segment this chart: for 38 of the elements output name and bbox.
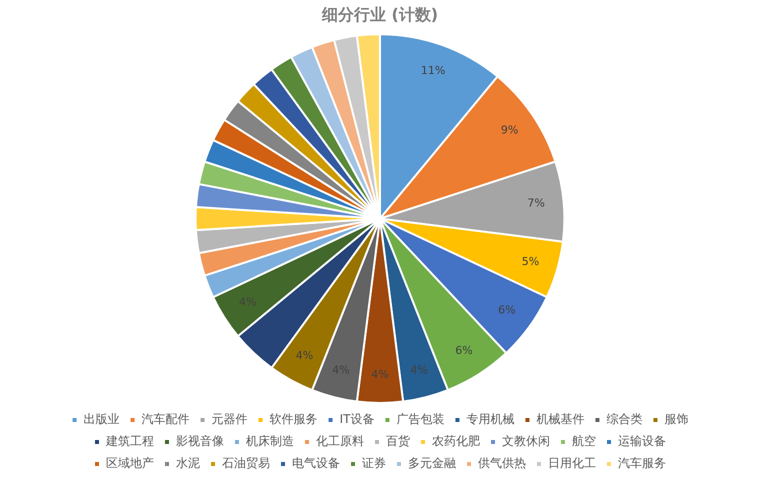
legend-label: 农药化肥 [432,434,480,448]
legend-label: 软件服务 [270,412,318,426]
legend-label: 影视音像 [176,434,224,448]
data-label: 7% [527,196,545,210]
legend-label: IT设备 [340,412,374,426]
legend-label: 航空 [572,434,596,448]
legend-label: 水泥 [176,456,200,470]
legend-label: 机械基件 [536,412,584,426]
data-label: 9% [500,123,518,136]
data-label: 4% [296,348,314,362]
legend-label: 专用机械 [466,412,514,426]
data-label: 4% [410,363,428,376]
legend-label: 供气供热 [478,456,526,470]
legend-label: 证券 [362,456,386,470]
legend-label: 元器件 [212,412,248,426]
legend-label: 服饰 [664,412,688,426]
data-label: 4% [371,368,389,382]
legend-label: 机床制造 [246,434,294,448]
data-label: 6% [498,304,516,317]
legend-label: 化工原料 [316,434,364,448]
legend-label: 综合类 [606,412,642,426]
data-label: 11% [420,64,446,77]
data-label: 5% [522,255,540,268]
legend-label: 石油贸易 [222,456,270,470]
data-label: 6% [455,344,473,357]
legend-label: 百货 [386,434,410,448]
chart-title: 细分行业 (计数) [320,4,438,24]
legend-label: 区域地产 [106,456,154,470]
legend-label: 广告包装 [396,412,444,426]
legend-label: 出版业 [84,412,120,426]
legend-label: 电气设备 [292,456,340,470]
legend-label: 日用化工 [548,456,596,470]
legend-label: 运输设备 [618,434,666,448]
legend-label: 汽车服务 [618,456,666,470]
legend-label: 建筑工程 [105,434,154,448]
legend-label: 多元金融 [408,456,456,470]
legend-label: 汽车配件 [142,412,190,426]
legend-label: 文教休闲 [502,434,550,448]
